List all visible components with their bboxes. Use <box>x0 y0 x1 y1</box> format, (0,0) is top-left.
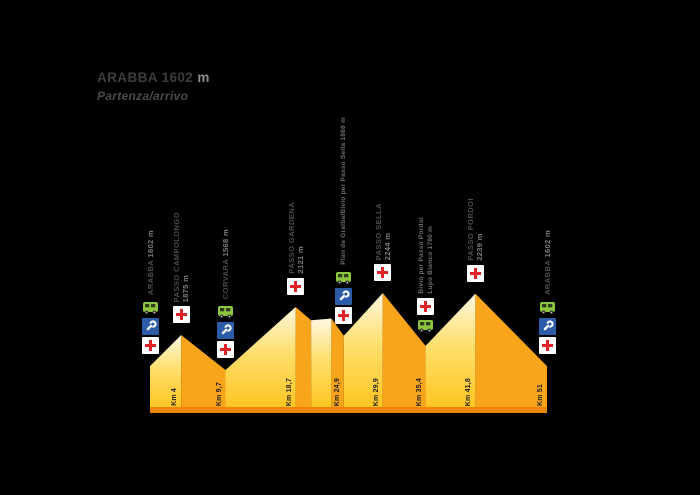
cross-icon <box>538 337 556 355</box>
waypoint-text: 2244 m <box>382 232 392 261</box>
waypoint-text: PASSO GARDENA <box>286 202 296 275</box>
waypoint-label: ARABBA 1602 m <box>543 230 552 295</box>
cross-icon <box>287 278 305 296</box>
waypoint-label: PASSO SELLA 2244 m <box>374 203 392 260</box>
baseline-bar <box>150 407 547 413</box>
start-location-name: ARABBA <box>97 70 158 85</box>
descent-facet <box>475 293 547 410</box>
waypoint-text: CORVARA <box>221 256 230 300</box>
climb-facet <box>225 307 296 410</box>
waypoint-text: 1602 m <box>145 230 155 258</box>
bus-icon <box>539 299 556 316</box>
climb-facet <box>425 293 476 410</box>
cross-icon <box>417 297 435 315</box>
elevation-unit: m <box>197 70 210 85</box>
cross-icon <box>172 306 190 324</box>
start-elevation: 1602 <box>161 70 194 85</box>
bus-icon <box>142 299 159 316</box>
cross-icon <box>335 306 353 324</box>
km-marker: Km 18,7 <box>285 377 293 406</box>
waypoint-label: Bivio per Passo Pordoi Lupo Bianco 1780 m <box>417 217 435 294</box>
wrench-icon <box>141 318 159 336</box>
waypoint-text: 1602 m <box>542 230 552 258</box>
km-marker: Km 51 <box>537 383 544 406</box>
bus-icon <box>417 317 434 334</box>
waypoint-text: ARABBA <box>542 257 552 296</box>
wrench-icon <box>538 318 556 336</box>
climb-facet <box>150 335 182 410</box>
wrench-icon <box>217 322 234 339</box>
waypoint-text: ARABBA <box>145 257 155 296</box>
km-marker: Km 24,9 <box>333 377 341 406</box>
km-marker: Km 41,8 <box>465 377 473 406</box>
page-title: ARABBA 1602 m <box>97 70 210 85</box>
climb-facet <box>343 293 383 410</box>
waypoint-text: Lupo Bianco 1780 m <box>426 226 434 294</box>
waypoint-label: PASSO PORDOI 2239 m <box>466 198 484 261</box>
waypoint-text: PASSO CAMPOLONGO <box>172 211 182 303</box>
descent-facet <box>331 318 344 410</box>
descent-facet <box>382 293 426 410</box>
cross-icon <box>374 264 392 281</box>
waypoint-label: CORVARA 1568 m <box>221 229 230 299</box>
descent-facet <box>181 335 226 410</box>
cross-icon <box>141 337 159 355</box>
waypoint-label: ARABBA 1602 m <box>146 230 155 295</box>
waypoint-label: PASSO GARDENA 2121 m <box>287 202 305 274</box>
km-marker: Km 9,7 <box>215 381 223 406</box>
km-marker: Km 29,9 <box>372 377 380 406</box>
bus-icon <box>335 269 352 286</box>
descent-facet <box>295 307 312 410</box>
waypoint-text: PASSO SELLA <box>373 202 383 261</box>
cross-icon <box>217 341 234 358</box>
title-block: ARABBA 1602 m Partenza/arrivo <box>97 70 210 103</box>
km-marker: Km 4 <box>171 388 179 406</box>
climb-facet <box>311 318 332 410</box>
km-marker: Km 35,4 <box>415 377 423 406</box>
waypoint-label: PASSO CAMPOLONGO 1875 m <box>172 212 190 302</box>
waypoint-text: 2121 m <box>295 246 305 275</box>
waypoint-text: Bivio per Passo Pordoi <box>417 217 425 294</box>
subtitle-start-finish: Partenza/arrivo <box>97 89 189 103</box>
waypoint-label: Plan de Gralba/Bivio per Passo Sella 186… <box>339 117 348 265</box>
waypoint-text: Plan de Gralba/Bivio per Passo Sella 186… <box>340 117 348 265</box>
wrench-icon <box>335 287 353 305</box>
waypoint-text: 1568 m <box>221 228 230 257</box>
waypoint-text: 1875 m <box>181 274 191 303</box>
waypoint-text: 2239 m <box>475 233 485 261</box>
cross-icon <box>466 264 484 282</box>
bus-icon <box>217 303 234 320</box>
